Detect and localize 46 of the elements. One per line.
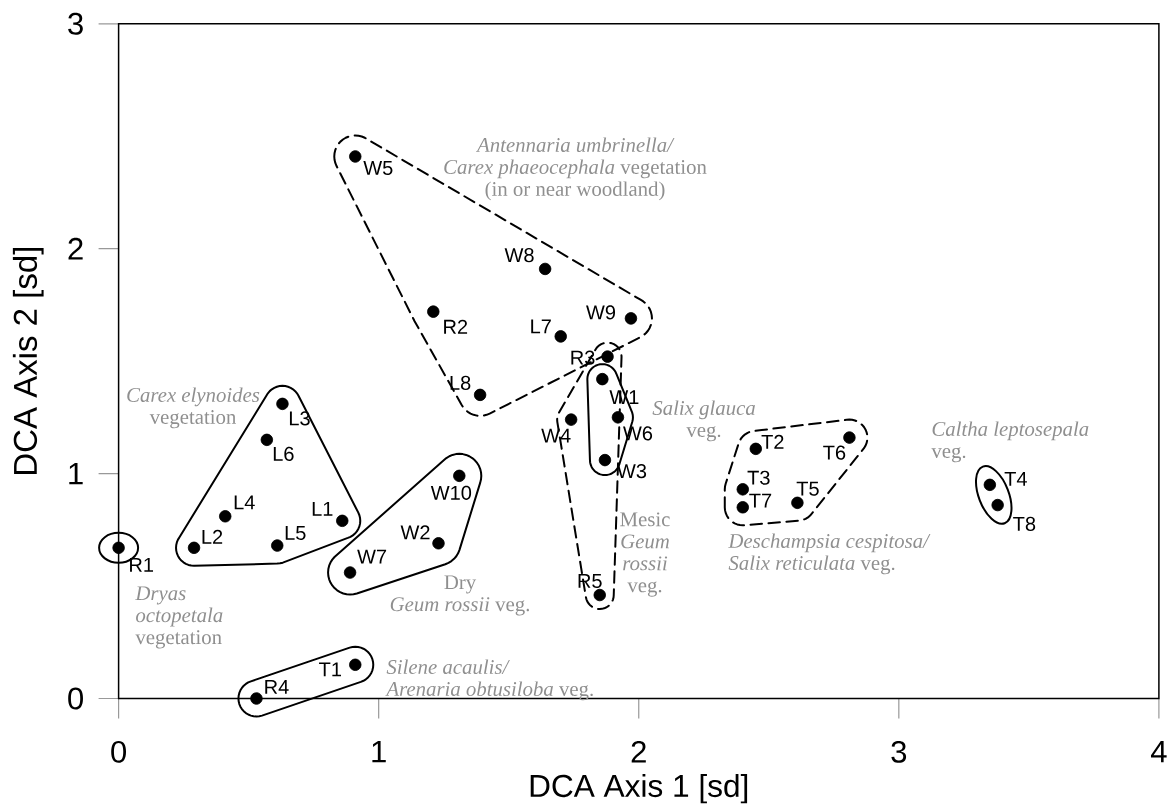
annotation: L5 — [285, 525, 306, 540]
annotation: T8 — [1013, 516, 1036, 531]
y-tick-label: 1 — [69, 462, 83, 485]
annotation: T7 — [749, 493, 772, 508]
annotation: Mesic Geum rossii veg. — [620, 512, 670, 597]
annotation: T2 — [761, 434, 784, 449]
annotation: Antennaria umbrinella/ Carex phaeocephala vegetation (in or near woodland) — [444, 137, 707, 201]
annotation: T3 — [747, 470, 770, 485]
annotation: W7 — [357, 549, 387, 564]
annotation: R1 — [130, 557, 154, 572]
x-tick-label: 3 — [891, 740, 907, 763]
annotation: T6 — [823, 445, 846, 460]
annotation: Dry Geum rossii veg. — [390, 575, 530, 616]
x-tick-label: 1 — [372, 740, 386, 763]
y-axis-title: DCA Axis 2 [sd] — [12, 248, 44, 474]
y-tick-label: 3 — [68, 12, 83, 35]
annotation: W8 — [504, 248, 534, 263]
annotation: L1 — [312, 501, 333, 516]
annotation: T5 — [796, 481, 819, 496]
annotation: Deschampsia cespitosa/ Salix reticulata veg. — [728, 533, 931, 575]
annotation: Silene acaulis/ Arenaria obtusiloba veg. — [385, 659, 593, 701]
annotation: Caltha leptosepala veg. — [931, 421, 1089, 463]
annotation: R3 — [571, 350, 595, 365]
x-tick-label: 0 — [111, 740, 127, 763]
annotation: W10 — [430, 485, 472, 500]
annotation: L7 — [531, 319, 551, 334]
x-axis-title: DCA Axis 1 [sd] — [530, 773, 748, 804]
annotation: L4 — [234, 495, 255, 510]
annotation: Salix glauca veg. — [652, 400, 755, 442]
annotation: L6 — [273, 446, 294, 461]
annotation: W4 — [541, 428, 571, 443]
annotation: Carex elynoides vegetation — [127, 387, 260, 429]
annotation: W2 — [400, 525, 430, 540]
annotation: R5 — [578, 574, 602, 588]
annotation: T1 — [319, 662, 341, 677]
y-tick-label: 0 — [68, 687, 83, 710]
annotation: W9 — [586, 305, 616, 320]
x-tick-label: 4 — [1151, 740, 1167, 763]
annotation: R2 — [444, 319, 468, 334]
annotation: L2 — [202, 529, 223, 544]
x-tick-label: 2 — [631, 740, 646, 763]
annotation: Dryas octopetala vegetation — [135, 586, 223, 649]
annotation: W5 — [363, 160, 393, 175]
annotation: R4 — [265, 680, 289, 694]
annotation: T4 — [1004, 471, 1027, 486]
y-tick-label: 2 — [68, 237, 83, 260]
